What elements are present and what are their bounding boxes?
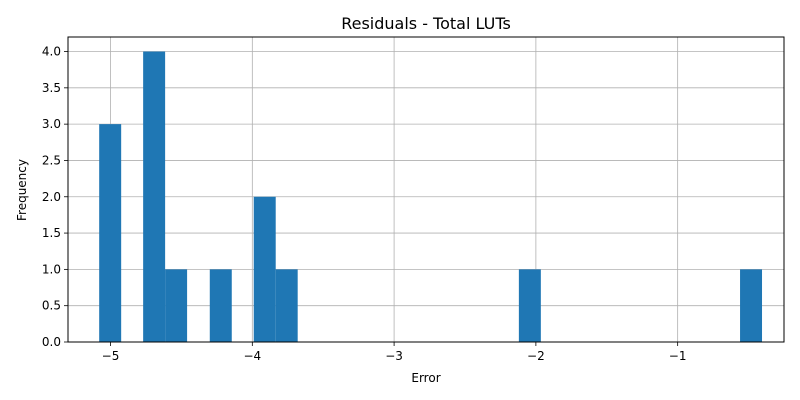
x-tick-label: −3 xyxy=(385,349,403,363)
x-axis-ticks: −5 −4 −3 −2 −1 xyxy=(102,342,687,363)
chart-title: Residuals - Total LUTs xyxy=(341,14,511,33)
y-axis-ticks: 0.0 0.5 1.0 1.5 2.0 2.5 3.0 3.5 4.0 xyxy=(42,45,68,349)
y-tick-label: 0.5 xyxy=(42,299,61,313)
y-axis-label: Frequency xyxy=(15,159,29,221)
x-tick-label: −5 xyxy=(102,349,120,363)
grid-lines xyxy=(68,37,784,343)
histogram-bar xyxy=(209,269,232,342)
histogram-bar xyxy=(253,196,276,342)
x-tick-label: −1 xyxy=(669,349,687,363)
y-tick-label: 1.0 xyxy=(42,262,61,276)
bars-group xyxy=(99,51,763,343)
y-tick-label: 4.0 xyxy=(42,45,61,59)
x-axis-label: Error xyxy=(411,371,440,385)
histogram-bar xyxy=(518,269,541,342)
histogram-bar xyxy=(99,124,122,343)
y-tick-label: 2.0 xyxy=(42,190,61,204)
y-tick-label: 2.5 xyxy=(42,153,61,167)
plot-frame xyxy=(67,36,785,343)
y-tick-label: 3.0 xyxy=(42,117,61,131)
histogram-bar xyxy=(165,269,188,342)
histogram-bar xyxy=(143,51,166,343)
y-tick-label: 3.5 xyxy=(42,81,61,95)
histogram-bar xyxy=(275,269,298,342)
y-tick-label: 0.0 xyxy=(42,335,61,349)
y-tick-label: 1.5 xyxy=(42,226,61,240)
histogram-bar xyxy=(740,269,763,342)
x-tick-label: −2 xyxy=(527,349,545,363)
x-tick-label: −4 xyxy=(243,349,261,363)
